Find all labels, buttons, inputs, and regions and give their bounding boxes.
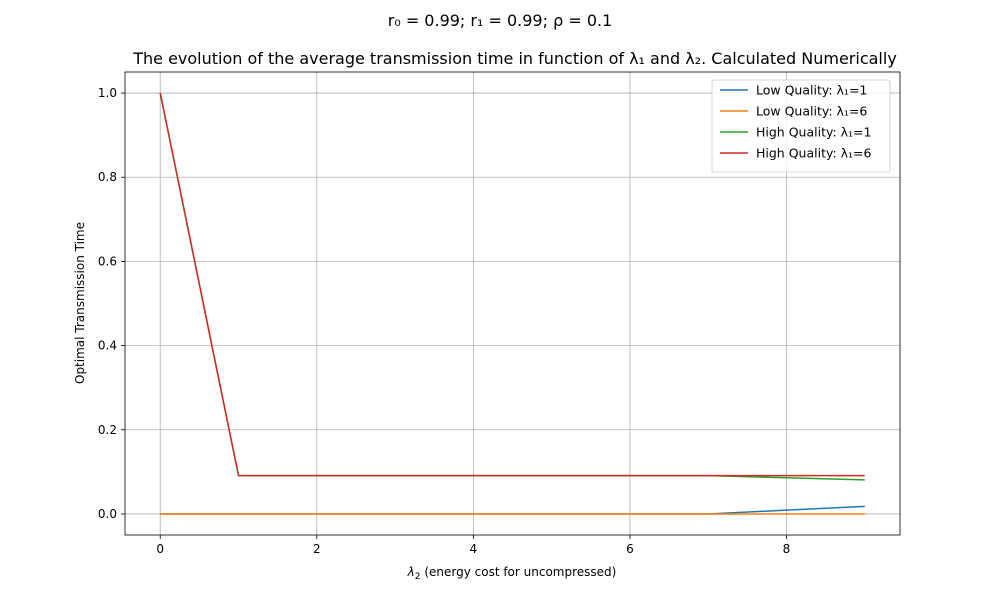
y-axis-label: Optimal Transmission Time	[73, 222, 87, 384]
y-tick-label: 0.2	[98, 423, 117, 437]
x-axis-label-symbol: λ	[407, 565, 415, 579]
chart-suptitle: r₀ = 0.99; r₁ = 0.99; ρ = 0.1	[388, 11, 613, 30]
x-axis-label-subscript: 2	[415, 572, 421, 582]
x-axis-label: λ2 (energy cost for uncompressed)	[407, 565, 617, 582]
series-lines	[159, 92, 865, 515]
plot-frame	[124, 71, 901, 536]
chart-title: The evolution of the average transmissio…	[132, 49, 897, 68]
y-tick-label: 0.8	[98, 170, 117, 184]
series-line-4	[159, 92, 865, 477]
x-tick-label: 0	[156, 542, 164, 556]
legend-box	[711, 79, 891, 173]
x-tick-label: 6	[626, 542, 634, 556]
legend-entry-label: Low Quality: λ₁=6	[756, 104, 867, 119]
x-tick-label: 2	[313, 542, 321, 556]
x-tick-label: 4	[470, 542, 478, 556]
series-line-1	[160, 505, 865, 515]
y-tick-label: 0.4	[98, 339, 117, 353]
x-axis-label-text: (energy cost for uncompressed)	[421, 565, 617, 579]
y-tick-label: 0.0	[98, 507, 117, 521]
y-tick-label: 0.6	[98, 254, 117, 268]
y-tick-label: 1.0	[98, 86, 117, 100]
legend-entry-label: Low Quality: λ₁=1	[756, 83, 867, 98]
legend: Low Quality: λ₁=1 Low Quality: λ₁=6 High Q…	[711, 79, 891, 173]
legend-entry-label: High Quality: λ₁=1	[756, 125, 871, 140]
axis-ticks: 0 2 4 6 8 0.0 0.2 0.4 0.6 0.8 1.0	[98, 86, 790, 556]
legend-entry-label: High Quality: λ₁=6	[756, 146, 872, 161]
x-tick-label: 8	[783, 542, 791, 556]
